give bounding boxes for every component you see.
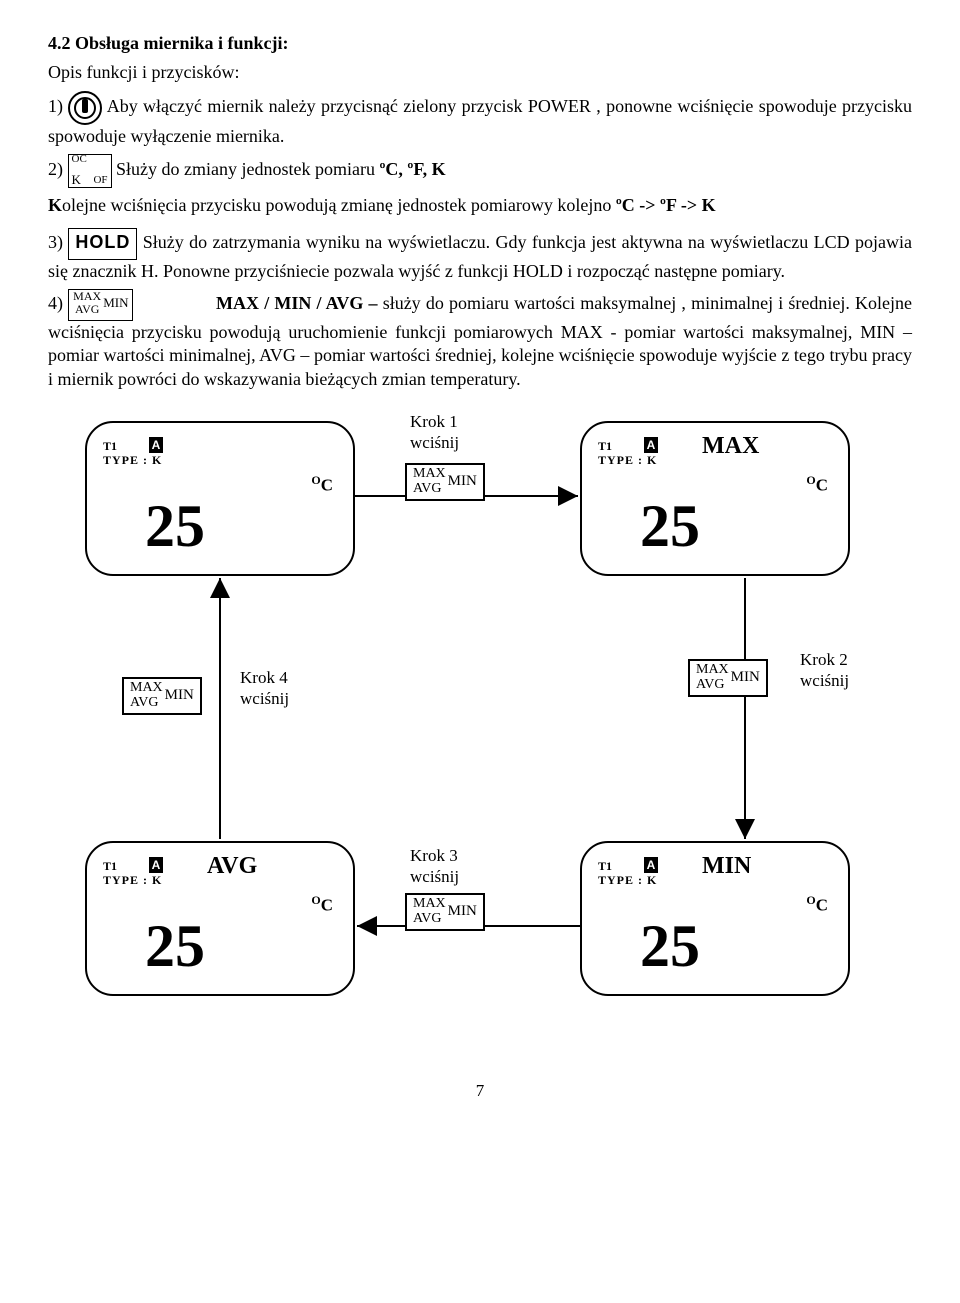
item-4: 4) MAX AVG MIN MAX / MIN / AVG – służy d… xyxy=(48,289,912,391)
step-2-label: Krok 2wciśnij xyxy=(800,649,849,692)
power-icon xyxy=(68,91,102,125)
hold-icon: HOLD xyxy=(68,228,137,260)
max-avg-min-icon: MAX AVG MIN xyxy=(68,289,133,321)
item-2-num: 2) xyxy=(48,159,63,179)
step-4-label: Krok 4wciśnij xyxy=(240,667,289,710)
item-3-num: 3) xyxy=(48,232,63,252)
item-3: 3) HOLD Służy do zatrzymania wyniku na w… xyxy=(48,228,912,283)
item-4-text: służy do pomiaru wartości maksymalnej , … xyxy=(48,293,912,389)
lcd-a-badge: A xyxy=(149,437,163,453)
item-2-k: K xyxy=(48,195,62,215)
max-avg-min-button-1: MAX AVG MIN xyxy=(405,463,485,500)
lcd-unit: OC xyxy=(311,473,333,496)
item-2-units-2: ºC -> ºF -> K xyxy=(616,195,716,215)
page-number: 7 xyxy=(48,1081,912,1101)
max-avg-min-button-4: MAX AVG MIN xyxy=(122,677,202,714)
lcd-mode-label: MAX xyxy=(702,433,759,460)
mode-cycle-diagram: T1 TYPE : K A 25 OC T1 TYPE : K A MAX 25… xyxy=(50,421,910,1061)
step-3-label: Krok 3wciśnij xyxy=(410,845,459,888)
item-2-line1: 2) OC K OF Służy do zmiany jednostek pom… xyxy=(48,154,912,188)
step-1-label: Krok 1wciśnij xyxy=(410,411,459,454)
item-2-line2: Kolejne wciśnięcia przycisku powodują zm… xyxy=(48,194,912,217)
lcd-t1: T1 xyxy=(103,439,117,454)
unit-cycle-icon: OC K OF xyxy=(68,154,112,188)
lcd-screen-normal: T1 TYPE : K A 25 OC xyxy=(85,421,355,576)
max-avg-min-button-3: MAX AVG MIN xyxy=(405,893,485,930)
item-2-text-b: olejne wciśnięcia przycisku powodują zmi… xyxy=(62,195,616,215)
item-1-num: 1) xyxy=(48,96,63,116)
section-title: 4.2 Obsługa miernika i funkcji: xyxy=(48,32,912,55)
lcd-screen-min: T1 TYPE : K A MIN 25 OC xyxy=(580,841,850,996)
item-3-text: Służy do zatrzymania wyniku na wyświetla… xyxy=(48,232,912,281)
item-1: 1) Aby włączyć miernik należy przycisnąć… xyxy=(48,91,912,148)
lcd-type: TYPE : K xyxy=(103,453,162,468)
item-4-lead: MAX / MIN / AVG – xyxy=(216,293,383,313)
subtitle: Opis funkcji i przycisków: xyxy=(48,61,912,84)
lcd-value: 25 xyxy=(145,496,205,556)
max-avg-min-button-2: MAX AVG MIN xyxy=(688,659,768,696)
item-2-text-a: Służy do zmiany jednostek pomiaru xyxy=(116,159,379,179)
item-1-text: Aby włączyć miernik należy przycisnąć zi… xyxy=(48,96,912,146)
lcd-screen-avg: T1 TYPE : K A AVG 25 OC xyxy=(85,841,355,996)
item-4-num: 4) xyxy=(48,293,63,313)
item-2-units: ºC, ºF, K xyxy=(379,159,445,179)
lcd-screen-max: T1 TYPE : K A MAX 25 OC xyxy=(580,421,850,576)
